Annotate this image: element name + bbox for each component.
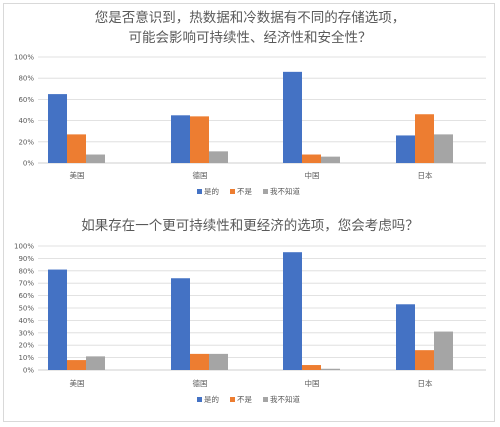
y-tick-label: 80% bbox=[18, 267, 34, 275]
bar-不是-美国 bbox=[67, 134, 86, 163]
bar-不是-日本 bbox=[415, 114, 434, 163]
y-tick-label: 90% bbox=[18, 255, 34, 263]
category-label: 中国 bbox=[305, 378, 320, 388]
y-tick-label: 60% bbox=[18, 96, 34, 104]
legend-swatch bbox=[230, 189, 235, 194]
legend-swatch bbox=[197, 397, 202, 402]
bar-不是-中国 bbox=[302, 365, 321, 370]
bar-我不知道-美国 bbox=[86, 154, 105, 163]
legend-swatch bbox=[263, 397, 268, 402]
category-label: 日本 bbox=[418, 170, 433, 180]
legend-label: 不是 bbox=[237, 395, 252, 404]
bar-不是-美国 bbox=[67, 360, 86, 370]
legend-swatch bbox=[230, 397, 235, 402]
chart-title: 如果存在一个更可持续性和更经济的选项，您会考虑吗？ bbox=[81, 217, 419, 234]
y-tick-label: 10% bbox=[18, 354, 34, 362]
legend-label: 是的 bbox=[204, 186, 219, 196]
bar-不是-日本 bbox=[415, 350, 434, 370]
category-label: 美国 bbox=[70, 170, 85, 180]
y-tick-label: 80% bbox=[18, 75, 34, 83]
bar-我不知道-日本 bbox=[434, 134, 453, 163]
y-tick-label: 60% bbox=[18, 292, 34, 300]
bar-是的-中国 bbox=[283, 71, 302, 163]
y-tick-label: 0% bbox=[23, 160, 34, 168]
legend-swatch bbox=[263, 189, 268, 194]
y-tick-label: 40% bbox=[18, 317, 34, 325]
bar-我不知道-日本 bbox=[434, 331, 453, 370]
bar-不是-中国 bbox=[302, 154, 321, 163]
y-tick-label: 100% bbox=[14, 54, 34, 62]
legend-label: 我不知道 bbox=[270, 394, 300, 404]
chart-2: 如果存在一个更可持续性和更经济的选项，您会考虑吗？ 0% 10% 20% 30% 40% 5… bbox=[14, 217, 486, 404]
bar-是的-日本 bbox=[396, 135, 415, 163]
bar-我不知道-德国 bbox=[209, 151, 228, 163]
bar-是的-美国 bbox=[48, 94, 67, 163]
bar-我不知道-中国 bbox=[321, 368, 340, 370]
y-tick-label: 0% bbox=[23, 367, 34, 375]
y-tick-label: 100% bbox=[14, 243, 34, 251]
legend-label: 是的 bbox=[204, 394, 219, 404]
y-tick-label: 40% bbox=[18, 117, 34, 125]
category-label: 中国 bbox=[305, 170, 320, 180]
bar-是的-德国 bbox=[171, 278, 190, 370]
bar-不是-德国 bbox=[190, 353, 209, 370]
bar-我不知道-德国 bbox=[209, 353, 228, 370]
chart-title: 您是否意识到，热数据和冷数据有不同的存储选项， bbox=[95, 9, 406, 26]
category-label: 德国 bbox=[193, 378, 208, 388]
category-label: 美国 bbox=[70, 378, 85, 388]
bar-是的-中国 bbox=[283, 252, 302, 370]
bar-我不知道-美国 bbox=[86, 356, 105, 370]
legend-label: 不是 bbox=[237, 187, 252, 196]
y-tick-label: 20% bbox=[18, 342, 34, 350]
legend-swatch bbox=[197, 189, 202, 194]
y-tick-label: 50% bbox=[18, 305, 34, 313]
bar-是的-日本 bbox=[396, 304, 415, 370]
y-tick-label: 30% bbox=[18, 329, 34, 337]
bar-我不知道-中国 bbox=[321, 156, 340, 163]
category-label: 日本 bbox=[418, 378, 433, 388]
category-label: 德国 bbox=[193, 170, 208, 180]
y-tick-label: 20% bbox=[18, 138, 34, 146]
chart-1: 您是否意识到，热数据和冷数据有不同的存储选项， 可能会影响可持续性、经济性和安全性… bbox=[14, 9, 486, 196]
bar-是的-德国 bbox=[171, 115, 190, 163]
bar-是的-美国 bbox=[48, 269, 67, 370]
bar-不是-德国 bbox=[190, 116, 209, 163]
chart-title: 可能会影响可持续性、经济性和安全性？ bbox=[129, 29, 372, 46]
y-tick-label: 70% bbox=[18, 280, 34, 288]
legend-label: 我不知道 bbox=[270, 186, 300, 196]
